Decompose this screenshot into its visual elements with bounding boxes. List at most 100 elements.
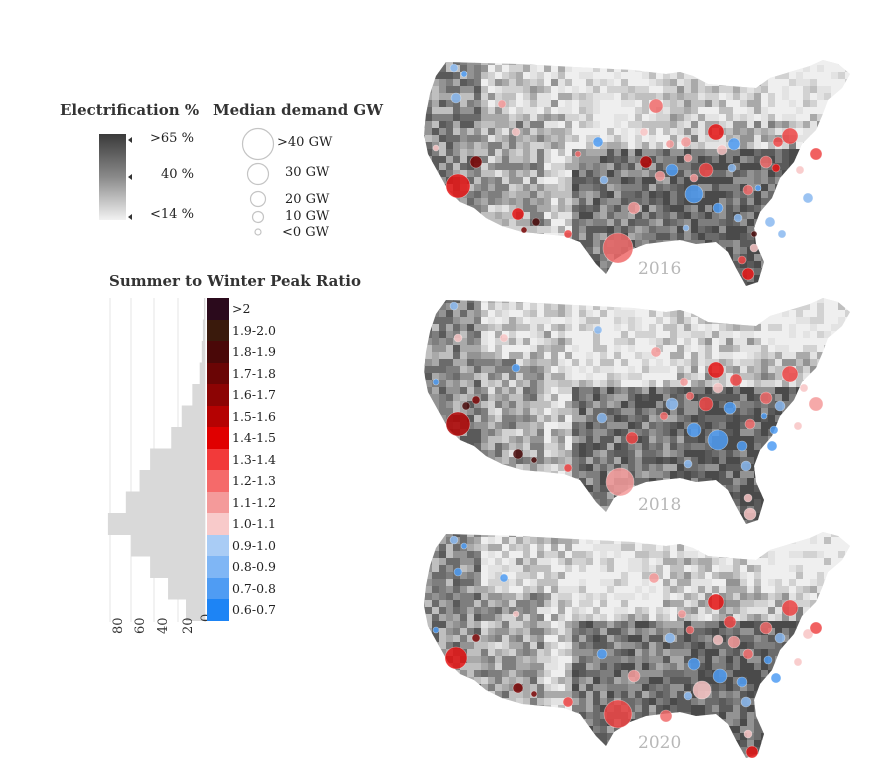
demand-circle [432,144,440,152]
demand-circle [698,396,714,412]
demand-circle [639,127,649,137]
us-map-2016 [424,60,850,286]
demand-circle [648,572,660,584]
demand-circles [432,63,823,281]
ratio-label: 1.7-1.8 [232,365,276,381]
demand-circle [763,655,773,665]
demand-circle [530,690,538,698]
ratio-label: 1.2-1.3 [232,473,276,488]
demand-circle [770,672,782,684]
ratio-swatch [207,362,229,384]
demand-circle [741,267,755,281]
demand-circle [596,648,608,660]
median-demand-circles [241,127,275,236]
electrification-label-high: >65 % [150,131,194,146]
demand-circle [499,573,509,583]
peak-ratio-color-scale [207,298,229,621]
histogram-bar [150,556,205,578]
ratio-swatch [207,556,229,578]
demand-circle [712,202,724,214]
histogram-bar [107,513,205,535]
demand-circle [602,232,634,264]
demand-circle [599,175,609,185]
demand-circle [499,333,509,343]
demand-circle [736,676,748,688]
ratio-label: 1.3-1.4 [232,451,276,467]
demand-circle [683,691,693,701]
demand-circle [449,63,459,73]
demand-circle [654,170,666,182]
demand-circle [712,382,724,394]
ratio-label: 1.1-1.2 [232,494,276,510]
demand-circle [716,144,728,156]
demand-circle [742,648,754,660]
demand-circle [698,162,714,178]
demand-circle [469,155,483,169]
demand-circle [727,635,741,649]
map-panel-1: 2016 [418,58,858,294]
demand-circle [530,456,538,464]
ratio-label: 1.4-1.5 [232,430,276,445]
ratio-swatch [207,577,229,599]
demand-circle [683,459,693,469]
demand-circle [460,542,468,550]
ratio-swatch [207,448,229,470]
demand-circle [689,173,699,183]
demand-circle [743,507,757,521]
histogram-bar [199,362,205,385]
electrification-label-mid: 40 % [161,167,195,182]
demand-circle [736,440,748,452]
demand-circle [648,98,664,114]
demand-circle [596,412,608,424]
demand-circle [750,230,758,238]
demand-circle [774,632,786,644]
demand-circle [680,136,692,148]
demand-circle [471,395,481,405]
demand-circle [781,127,799,145]
demand-circle [727,137,741,151]
demand-circle [764,216,776,228]
demand-circle [679,377,689,387]
demand-circle [712,634,724,646]
histogram-bar [171,427,205,449]
demand-circle [771,163,781,173]
demand-circle [664,632,676,644]
ratio-swatch [207,470,229,492]
ratio-label: 1.9-2.0 [232,322,276,338]
ratio-label: >2 [232,301,251,316]
demand-circle [685,391,695,401]
demand-circles [432,301,824,521]
demand-circle [740,460,752,472]
demand-circle [453,333,463,343]
demand-circle [729,373,743,387]
demand-circle [444,646,468,670]
demand-circle [723,401,737,415]
demand-label-20: 20 GW [285,192,330,207]
ratio-swatch [207,384,229,406]
demand-circle [603,699,633,729]
ratio-swatch [207,427,229,449]
ratio-label: 1.5-1.6 [232,408,276,424]
demand-circle [639,155,653,169]
us-map-2018 [424,298,850,524]
histogram-tick-80: 80 [111,617,126,634]
histogram-tick-40: 40 [156,617,171,634]
peak-ratio-histogram: 80 60 40 20 0 [107,298,210,634]
histogram-bar [168,577,205,600]
demand-circle [445,411,471,437]
demand-circle [707,123,725,141]
demand-circle [605,467,635,497]
demand-circle [512,682,524,694]
demand-circle [659,411,669,421]
histogram-tick-20: 20 [181,617,196,634]
ratio-label: 0.6-0.7 [232,602,276,617]
demand-circle [627,669,641,683]
histogram-bar [203,298,205,320]
demand-circle [512,610,520,618]
ratio-label: 1.0-1.1 [232,516,276,531]
ratio-swatch [207,491,229,513]
demand-circle [795,165,805,175]
demand-circle [740,696,752,708]
us-map-2020 [424,532,850,759]
electrification-label-low: <14 % [150,207,194,222]
